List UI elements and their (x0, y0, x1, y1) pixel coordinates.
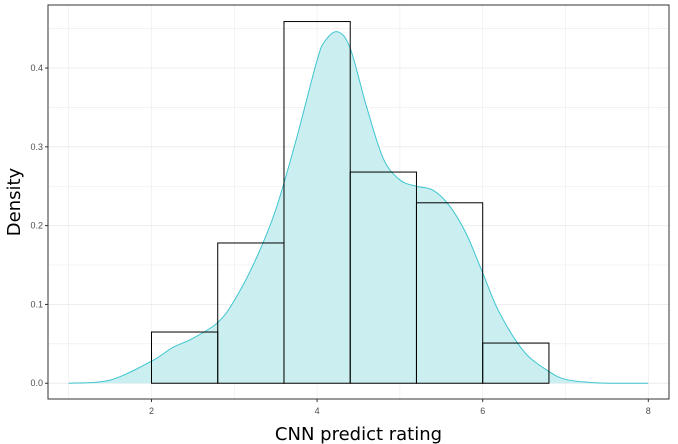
y-axis-ticks: 0.0 0.1 0.2 0.3 0.4 (30, 63, 48, 388)
x-axis-ticks: 2 4 6 8 (149, 399, 651, 416)
y-tick-label: 0.1 (30, 299, 43, 309)
y-tick-label: 0.3 (30, 142, 43, 152)
x-axis-title: CNN predict rating (275, 424, 442, 444)
density-layer (68, 31, 649, 384)
y-tick-label: 0.2 (30, 221, 43, 231)
x-tick-label: 6 (480, 406, 485, 416)
panel-border (47, 4, 670, 400)
y-tick-label: 0.4 (30, 63, 43, 73)
histogram-bar (482, 342, 550, 384)
histogram-bar (415, 202, 484, 384)
histogram-bars (151, 21, 550, 384)
x-tick-label: 2 (149, 406, 154, 416)
x-tick-label: 4 (315, 406, 320, 416)
density-area (68, 31, 649, 384)
y-tick-label: 0.0 (30, 378, 43, 388)
density-curve (68, 31, 649, 384)
x-tick-label: 8 (646, 406, 651, 416)
y-axis-title: Density (4, 167, 25, 236)
